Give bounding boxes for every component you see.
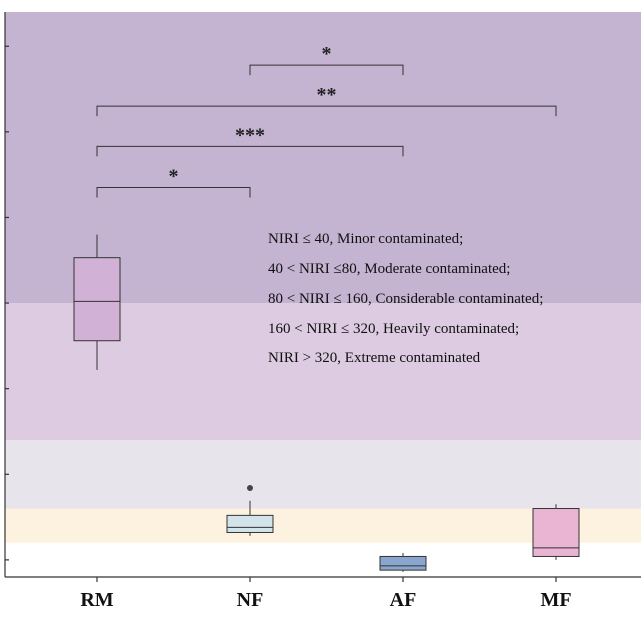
significance-bracket-2 [96,145,404,157]
x-tick-label-nf: NF [237,589,264,611]
y-axis [4,12,9,577]
legend-line-considerable: 80 < NIRI ≤ 160, Considerable contaminat… [268,291,543,307]
significance-label: *** [235,124,265,146]
legend-line-moderate: 40 < NIRI ≤80, Moderate contaminated; [268,261,510,277]
box-body-mf [532,508,580,557]
legend-line-heavily: 160 < NIRI ≤ 320, Heavily contaminated; [268,321,519,337]
band-2 [5,440,641,509]
box-body-af [379,555,427,571]
significance-label: * [322,43,332,65]
significance-bracket-1 [96,105,557,117]
x-tick-label-mf: MF [540,589,571,611]
significance-label: * [169,165,179,187]
x-tick-labels: RM NF AF MF [80,589,571,611]
box-body-nf [226,514,274,533]
x-tick-label-af: AF [390,589,417,611]
significance-label: ** [317,84,337,106]
legend-line-extreme: NIRI > 320, Extreme contaminated [268,350,481,366]
significance-bracket-3 [96,186,251,198]
significance-brackets [96,64,557,198]
legend-line-minor: NIRI ≤ 40, Minor contaminated; [268,231,463,247]
band-4 [5,12,641,304]
significance-bracket-0 [249,64,404,76]
box-body-rm [73,257,121,342]
x-axis [5,576,641,582]
outlier-point-nf-0 [247,484,253,491]
significance-labels: * ** *** * [169,43,337,187]
contamination-legend: NIRI ≤ 40, Minor contaminated; 40 < NIRI… [268,231,543,366]
box-af [379,553,427,572]
box-mf [532,504,580,560]
box-series [73,234,580,572]
x-tick-label-rm: RM [80,589,113,611]
box-nf [226,484,274,536]
box-rm [73,234,121,370]
